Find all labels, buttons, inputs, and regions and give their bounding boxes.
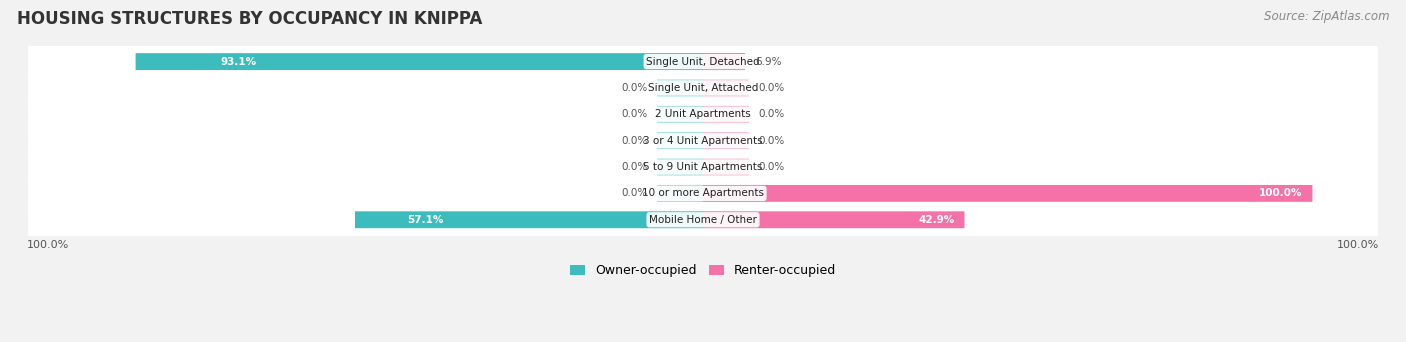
Text: 3 or 4 Unit Apartments: 3 or 4 Unit Apartments [643,136,763,146]
FancyBboxPatch shape [703,211,965,228]
Text: 57.1%: 57.1% [408,215,444,225]
FancyBboxPatch shape [354,211,703,228]
FancyBboxPatch shape [657,106,703,123]
Text: 100.0%: 100.0% [1258,188,1302,198]
Text: 93.1%: 93.1% [221,56,257,67]
Text: 0.0%: 0.0% [621,109,647,119]
Text: 0.0%: 0.0% [759,136,785,146]
FancyBboxPatch shape [657,132,703,149]
FancyBboxPatch shape [135,53,703,70]
FancyBboxPatch shape [28,142,1378,192]
Text: 0.0%: 0.0% [621,162,647,172]
Text: 2 Unit Apartments: 2 Unit Apartments [655,109,751,119]
FancyBboxPatch shape [703,159,749,175]
Text: Source: ZipAtlas.com: Source: ZipAtlas.com [1264,10,1389,23]
FancyBboxPatch shape [657,159,703,175]
FancyBboxPatch shape [703,132,749,149]
FancyBboxPatch shape [28,169,1378,218]
Text: 5 to 9 Unit Apartments: 5 to 9 Unit Apartments [644,162,762,172]
Legend: Owner-occupied, Renter-occupied: Owner-occupied, Renter-occupied [565,260,841,282]
Text: 42.9%: 42.9% [918,215,955,225]
FancyBboxPatch shape [28,90,1378,139]
Text: 0.0%: 0.0% [621,83,647,93]
FancyBboxPatch shape [703,80,749,96]
FancyBboxPatch shape [703,106,749,123]
FancyBboxPatch shape [657,185,703,202]
FancyBboxPatch shape [703,185,1312,202]
Text: 0.0%: 0.0% [759,162,785,172]
Text: HOUSING STRUCTURES BY OCCUPANCY IN KNIPPA: HOUSING STRUCTURES BY OCCUPANCY IN KNIPP… [17,10,482,28]
FancyBboxPatch shape [28,37,1378,87]
Text: Single Unit, Detached: Single Unit, Detached [647,56,759,67]
Text: 0.0%: 0.0% [759,109,785,119]
FancyBboxPatch shape [28,63,1378,113]
FancyBboxPatch shape [657,80,703,96]
Text: Single Unit, Attached: Single Unit, Attached [648,83,758,93]
Text: 6.9%: 6.9% [755,56,782,67]
Text: 10 or more Apartments: 10 or more Apartments [643,188,763,198]
Text: 0.0%: 0.0% [759,83,785,93]
FancyBboxPatch shape [28,195,1378,245]
Text: Mobile Home / Other: Mobile Home / Other [650,215,756,225]
FancyBboxPatch shape [703,53,745,70]
Text: 0.0%: 0.0% [621,136,647,146]
FancyBboxPatch shape [28,116,1378,166]
Text: 0.0%: 0.0% [621,188,647,198]
